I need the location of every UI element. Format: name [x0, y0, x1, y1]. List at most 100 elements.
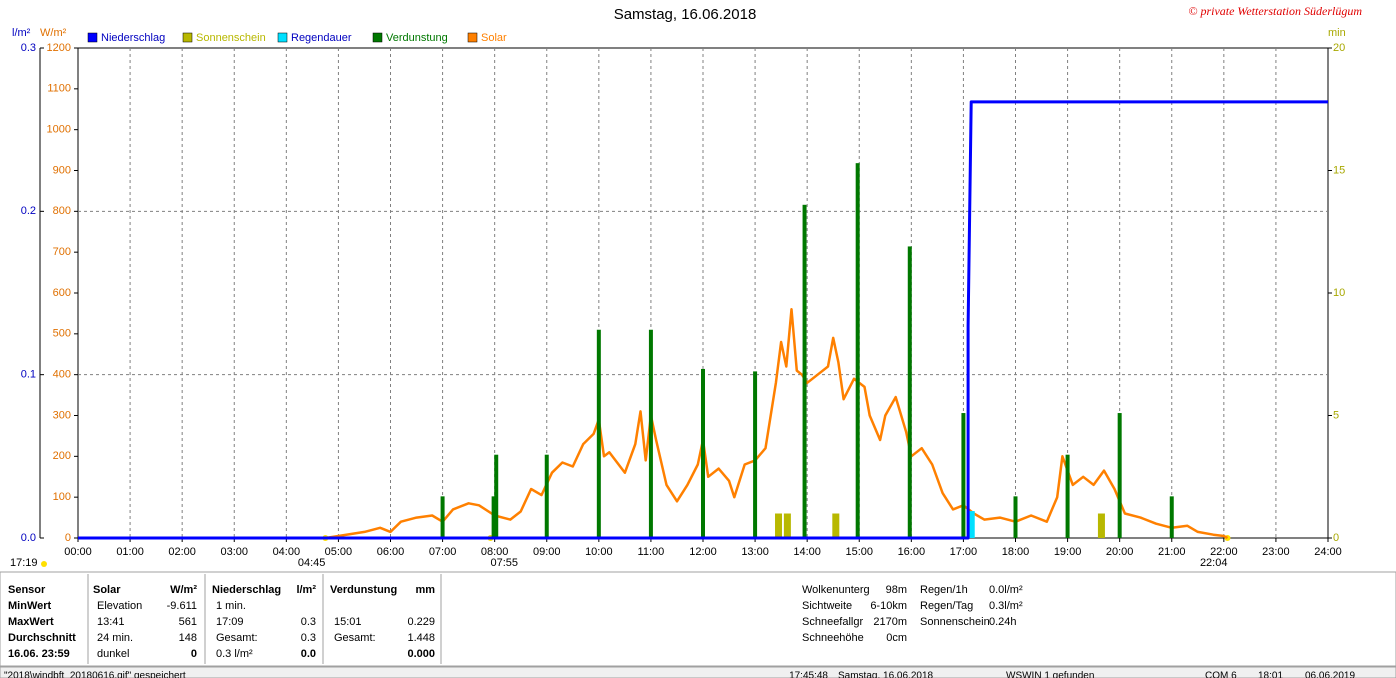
info-text: 0.3	[301, 632, 316, 644]
bar	[440, 496, 445, 538]
y3-tick-label: 700	[53, 246, 71, 258]
x-tick-label: 04:00	[273, 546, 301, 558]
y3-tick-label: 800	[53, 205, 71, 217]
info-text: 0	[191, 648, 197, 660]
y3-unit: W/m²	[40, 27, 67, 39]
x-tick-label: 16:00	[898, 546, 926, 558]
y2-tick-label: 20	[1333, 42, 1345, 54]
info-text: 0.229	[407, 616, 435, 628]
info-text: Gesamt:	[334, 632, 376, 644]
bar	[753, 371, 758, 538]
bar	[967, 511, 975, 538]
bar	[494, 454, 499, 538]
legend-label: Sonnenschein	[196, 32, 266, 44]
info-text: l/m²	[296, 584, 316, 596]
info-text: dunkel	[97, 648, 129, 660]
info-text: Sichtweite	[802, 600, 852, 612]
info-text: W/m²	[170, 584, 197, 596]
bar	[802, 204, 807, 539]
info-text: 13:41	[97, 616, 125, 628]
y-unit: l/m²	[12, 27, 31, 39]
info-text: Gesamt:	[216, 632, 258, 644]
annotation: 22:04	[1200, 557, 1228, 569]
y-tick-label: 0.0	[21, 532, 36, 544]
info-text: 6-10km	[870, 600, 907, 612]
bar	[701, 368, 705, 538]
info-text: 148	[179, 632, 197, 644]
bar	[544, 454, 549, 538]
x-tick-label: 10:00	[585, 546, 613, 558]
info-text: 0.0l/m²	[989, 584, 1023, 596]
info-text: 24 min.	[97, 632, 133, 644]
info-text: 0.0	[301, 648, 316, 660]
y-tick-label: 0.2	[21, 205, 36, 217]
annotation: 04:45	[298, 557, 326, 569]
y3-tick-label: 900	[53, 164, 71, 176]
bar	[783, 513, 791, 538]
info-text: 17:09	[216, 616, 244, 628]
bar	[1097, 513, 1105, 538]
status-text: WSWIN 1 gefunden	[1006, 671, 1094, 678]
info-text: 0cm	[886, 632, 907, 644]
y2-tick-label: 0	[1333, 532, 1339, 544]
legend-swatch	[372, 32, 383, 43]
info-text: 98m	[886, 584, 907, 596]
info-text: 0.3 l/m²	[216, 648, 253, 660]
info-text: Schneefallgr	[802, 616, 863, 628]
y3-tick-label: 300	[53, 409, 71, 421]
sun-dot	[41, 561, 47, 567]
info-text: 1.448	[407, 632, 435, 644]
legend-swatch	[87, 32, 98, 43]
info-text: Durchschnitt	[8, 632, 76, 644]
x-tick-label: 05:00	[325, 546, 353, 558]
status-bar	[0, 666, 1396, 678]
bar	[855, 163, 860, 538]
x-tick-label: 07:00	[429, 546, 457, 558]
status-text: Samstag, 16.06.2018	[838, 671, 934, 678]
info-text: 16.06. 23:59	[8, 648, 70, 660]
info-text: 0.3	[301, 616, 316, 628]
annotation: 07:55	[491, 557, 519, 569]
info-text: Sonnenschein	[920, 616, 990, 628]
info-text: Regen/1h	[920, 584, 968, 596]
x-tick-label: 20:00	[1106, 546, 1134, 558]
info-text: 1 min.	[216, 600, 246, 612]
bar	[648, 329, 653, 538]
y-tick-label: 0.1	[21, 369, 36, 381]
x-tick-label: 01:00	[116, 546, 144, 558]
y3-tick-label: 400	[53, 369, 71, 381]
x-tick-label: 21:00	[1158, 546, 1186, 558]
chart-title: Samstag, 16.06.2018	[614, 6, 757, 23]
legend-swatch	[467, 32, 478, 43]
info: Sensor MinWert MaxWert Durchschnitt 16.06. 2…	[4, 584, 1355, 678]
info-panel	[0, 571, 1396, 667]
info-text: 561	[179, 616, 197, 628]
credit: © private Wetterstation Süderlügum	[1188, 4, 1362, 18]
x-tick-label: 22:00	[1210, 546, 1238, 558]
y2-unit: min	[1328, 27, 1346, 39]
info-text: 2170m	[873, 616, 907, 628]
bar	[832, 513, 840, 538]
y2-tick-label: 5	[1333, 409, 1339, 421]
y2-tick-label: 10	[1333, 287, 1345, 299]
info-text: 0.000	[407, 648, 435, 660]
x-tick-label: 17:00	[950, 546, 978, 558]
info-text: MinWert	[8, 600, 52, 612]
x-tick-label: 14:00	[793, 546, 821, 558]
y3-tick-label: 1100	[47, 83, 71, 95]
info-text: Solar	[93, 584, 121, 596]
status-text: 17:45:48	[789, 671, 828, 678]
info-text: -9.611	[167, 600, 197, 612]
bar	[1117, 413, 1122, 538]
info-text: 15:01	[334, 616, 362, 628]
x-tick-label: 00:00	[64, 546, 92, 558]
info-text: Schneehöhe	[802, 632, 864, 644]
info-text: Niederschlag	[212, 584, 281, 596]
x-tick-label: 18:00	[1002, 546, 1030, 558]
y3-tick-label: 600	[53, 287, 71, 299]
bar	[491, 496, 496, 538]
y-tick-label: 0.3	[21, 42, 36, 54]
y3-tick-label: 1000	[47, 124, 71, 136]
status-text: COM 6	[1205, 671, 1237, 678]
